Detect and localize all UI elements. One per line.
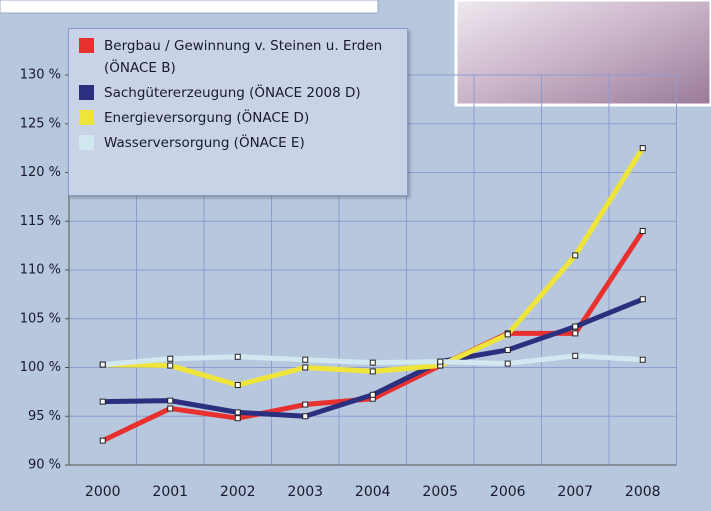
chart: 90 % 95 % 100 % 105 % 110 % 115 % 120 % 125 % 13…	[0, 0, 711, 511]
point-marker	[168, 356, 173, 361]
point-marker	[370, 360, 375, 365]
y-tick-label: 95 %	[28, 409, 61, 424]
y-tick-label: 90 %	[28, 458, 61, 473]
y-tick-label: 120 %	[20, 165, 61, 180]
x-tick-label: 2005	[422, 484, 458, 500]
legend-label: Sachgütererzeugung (ÖNACE 2008 D)	[104, 82, 394, 104]
point-marker	[573, 253, 578, 258]
point-marker	[438, 359, 443, 364]
photo	[456, 0, 711, 105]
legend-swatch	[79, 135, 94, 150]
x-tick-label: 2001	[152, 484, 188, 500]
point-marker	[505, 347, 510, 352]
x-tick-label: 2004	[355, 484, 391, 500]
legend-swatch	[79, 85, 94, 100]
y-tick-label: 110 %	[20, 263, 61, 278]
point-marker	[303, 357, 308, 362]
legend-label: Energieversorgung (ÖNACE D)	[104, 107, 394, 129]
series-line	[103, 231, 643, 441]
x-tick-label: 2007	[557, 484, 593, 500]
x-tick-label: 2006	[490, 484, 526, 500]
point-marker	[235, 416, 240, 421]
point-marker	[573, 324, 578, 329]
legend-item: Energieversorgung (ÖNACE D)	[79, 107, 397, 129]
point-marker	[235, 410, 240, 415]
point-marker	[640, 229, 645, 234]
point-marker	[100, 438, 105, 443]
legend: Bergbau / Gewinnung v. Steinen u. Erden …	[68, 28, 408, 196]
x-tick-label: 2000	[85, 484, 121, 500]
point-marker	[168, 363, 173, 368]
point-marker	[505, 361, 510, 366]
x-tick-label: 2008	[625, 484, 661, 500]
point-marker	[640, 146, 645, 151]
point-marker	[303, 365, 308, 370]
x-tick-label: 2003	[287, 484, 323, 500]
point-marker	[640, 297, 645, 302]
point-marker	[370, 392, 375, 397]
point-marker	[303, 414, 308, 419]
y-tick-label: 100 %	[20, 360, 61, 375]
legend-swatch	[79, 110, 94, 125]
point-marker	[100, 399, 105, 404]
legend-swatch	[79, 38, 94, 53]
y-tick-label: 130 %	[20, 68, 61, 83]
legend-item: Wasserversorgung (ÖNACE E)	[79, 132, 397, 154]
point-marker	[235, 354, 240, 359]
point-marker	[573, 353, 578, 358]
point-marker	[100, 362, 105, 367]
x-tick-label: 2002	[220, 484, 256, 500]
point-marker	[370, 369, 375, 374]
legend-label: Bergbau / Gewinnung v. Steinen u. Erden …	[104, 35, 394, 79]
point-marker	[235, 383, 240, 388]
point-marker	[640, 357, 645, 362]
point-marker	[168, 406, 173, 411]
y-tick-label: 115 %	[20, 214, 61, 229]
point-marker	[303, 402, 308, 407]
point-marker	[168, 398, 173, 403]
legend-item: Sachgütererzeugung (ÖNACE 2008 D)	[79, 82, 397, 104]
legend-item: Bergbau / Gewinnung v. Steinen u. Erden …	[79, 35, 397, 79]
header-box	[0, 0, 378, 13]
y-tick-label: 125 %	[20, 116, 61, 131]
point-marker	[573, 331, 578, 336]
legend-label: Wasserversorgung (ÖNACE E)	[104, 132, 394, 154]
y-tick-label: 105 %	[20, 311, 61, 326]
point-marker	[505, 332, 510, 337]
